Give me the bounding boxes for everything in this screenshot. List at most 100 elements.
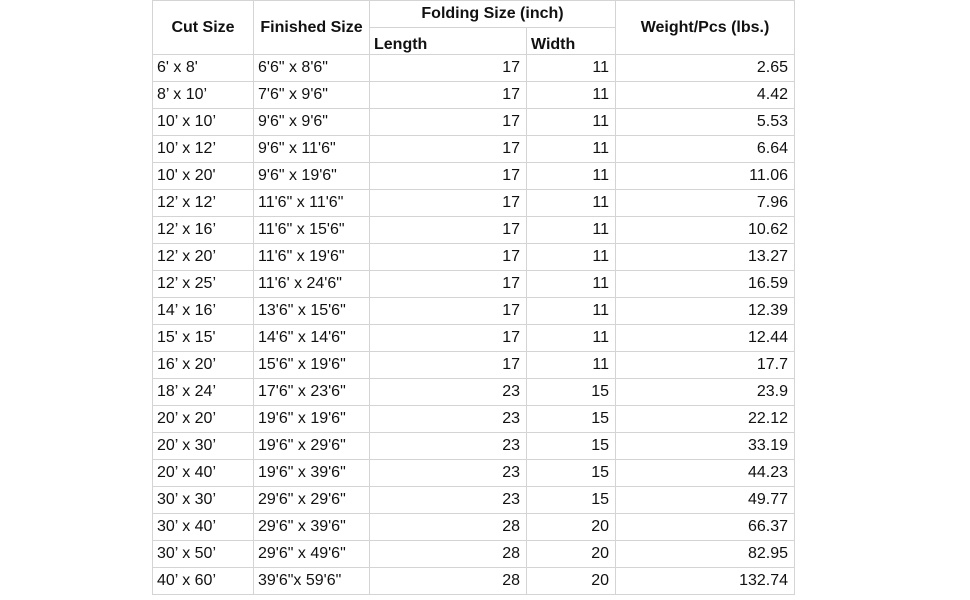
weight-cell: 12.44 [615, 324, 795, 352]
finished-size-cell: 11'6" x 11'6" [253, 189, 370, 217]
weight-cell: 7.96 [615, 189, 795, 217]
weight-cell: 12.39 [615, 297, 795, 325]
cut-size-cell: 6' x 8' [152, 54, 254, 82]
cut-size-cell: 12’ x 16’ [152, 216, 254, 244]
cut-size-cell: 12’ x 25’ [152, 270, 254, 298]
finished-size-cell: 9'6" x 11'6" [253, 135, 370, 163]
weight-cell: 44.23 [615, 459, 795, 487]
header-finished-size: Finished Size [253, 0, 370, 55]
width-cell: 15 [526, 432, 616, 460]
finished-size-cell: 39'6"x 59'6" [253, 567, 370, 595]
table-row: 16’ x 20’ 15'6" x 19'6" 17 11 17.7 [152, 351, 795, 379]
weight-cell: 6.64 [615, 135, 795, 163]
width-cell: 11 [526, 351, 616, 379]
table-row: 10' x 20' 9'6" x 19'6" 17 11 11.06 [152, 162, 795, 190]
finished-size-cell: 15'6" x 19'6" [253, 351, 370, 379]
weight-cell: 10.62 [615, 216, 795, 244]
table-row: 6' x 8' 6'6" x 8'6" 17 11 2.65 [152, 54, 795, 82]
header-weight: Weight/Pcs (lbs.) [615, 0, 795, 55]
weight-cell: 23.9 [615, 378, 795, 406]
length-cell: 23 [369, 405, 527, 433]
length-cell: 17 [369, 216, 527, 244]
cut-size-cell: 18’ x 24’ [152, 378, 254, 406]
width-cell: 11 [526, 54, 616, 82]
cut-size-cell: 30’ x 50’ [152, 540, 254, 568]
length-cell: 17 [369, 270, 527, 298]
length-cell: 17 [369, 54, 527, 82]
weight-cell: 49.77 [615, 486, 795, 514]
length-cell: 23 [369, 459, 527, 487]
finished-size-cell: 6'6" x 8'6" [253, 54, 370, 82]
finished-size-cell: 29'6" x 39'6" [253, 513, 370, 541]
table-row: 30’ x 30’ 29'6" x 29'6" 23 15 49.77 [152, 486, 795, 514]
cut-size-cell: 14’ x 16’ [152, 297, 254, 325]
weight-cell: 2.65 [615, 54, 795, 82]
table-row: 12’ x 16’ 11'6" x 15'6" 17 11 10.62 [152, 216, 795, 244]
width-cell: 15 [526, 486, 616, 514]
header-folding-size: Folding Size (inch) [369, 0, 616, 28]
finished-size-cell: 17'6" x 23'6" [253, 378, 370, 406]
finished-size-cell: 29'6" x 29'6" [253, 486, 370, 514]
cut-size-cell: 12’ x 20’ [152, 243, 254, 271]
cut-size-cell: 10' x 20' [152, 162, 254, 190]
header-width: Width [526, 27, 616, 55]
width-cell: 11 [526, 135, 616, 163]
width-cell: 15 [526, 405, 616, 433]
header-row: Cut Size Finished Size Folding Size (inc… [152, 0, 795, 55]
table-row: 10’ x 10’ 9'6" x 9'6" 17 11 5.53 [152, 108, 795, 136]
length-cell: 17 [369, 324, 527, 352]
table-row: 40’ x 60’ 39'6"x 59'6" 28 20 132.74 [152, 567, 795, 595]
width-cell: 20 [526, 540, 616, 568]
width-cell: 11 [526, 108, 616, 136]
length-cell: 28 [369, 567, 527, 595]
table-row: 10’ x 12’ 9'6" x 11'6" 17 11 6.64 [152, 135, 795, 163]
weight-cell: 16.59 [615, 270, 795, 298]
weight-cell: 11.06 [615, 162, 795, 190]
cut-size-cell: 30’ x 40’ [152, 513, 254, 541]
width-cell: 20 [526, 567, 616, 595]
weight-cell: 82.95 [615, 540, 795, 568]
length-cell: 23 [369, 486, 527, 514]
table-row: 12’ x 12’ 11'6" x 11'6" 17 11 7.96 [152, 189, 795, 217]
finished-size-cell: 19'6" x 19'6" [253, 405, 370, 433]
finished-size-cell: 11'6' x 24'6" [253, 270, 370, 298]
cut-size-cell: 20’ x 40’ [152, 459, 254, 487]
cut-size-cell: 16’ x 20’ [152, 351, 254, 379]
weight-cell: 17.7 [615, 351, 795, 379]
width-cell: 11 [526, 297, 616, 325]
weight-cell: 22.12 [615, 405, 795, 433]
width-cell: 11 [526, 270, 616, 298]
length-cell: 28 [369, 513, 527, 541]
cut-size-cell: 15' x 15' [152, 324, 254, 352]
size-table: Cut Size Finished Size Folding Size (inc… [152, 0, 795, 595]
table-row: 18’ x 24’ 17'6" x 23'6" 23 15 23.9 [152, 378, 795, 406]
header-cut-size: Cut Size [152, 0, 254, 55]
finished-size-cell: 11'6" x 15'6" [253, 216, 370, 244]
cut-size-cell: 40’ x 60’ [152, 567, 254, 595]
finished-size-cell: 7'6" x 9'6" [253, 81, 370, 109]
weight-cell: 13.27 [615, 243, 795, 271]
finished-size-cell: 11'6" x 19'6" [253, 243, 370, 271]
width-cell: 11 [526, 81, 616, 109]
width-cell: 20 [526, 513, 616, 541]
finished-size-cell: 9'6" x 9'6" [253, 108, 370, 136]
width-cell: 11 [526, 162, 616, 190]
cut-size-cell: 10’ x 10’ [152, 108, 254, 136]
table-row: 12’ x 25’ 11'6' x 24'6" 17 11 16.59 [152, 270, 795, 298]
width-cell: 15 [526, 378, 616, 406]
finished-size-cell: 13'6" x 15'6" [253, 297, 370, 325]
cut-size-cell: 12’ x 12’ [152, 189, 254, 217]
length-cell: 23 [369, 432, 527, 460]
length-cell: 23 [369, 378, 527, 406]
cut-size-cell: 20’ x 20’ [152, 405, 254, 433]
weight-cell: 33.19 [615, 432, 795, 460]
finished-size-cell: 29'6" x 49'6" [253, 540, 370, 568]
weight-cell: 132.74 [615, 567, 795, 595]
finished-size-cell: 14'6" x 14'6" [253, 324, 370, 352]
weight-cell: 5.53 [615, 108, 795, 136]
finished-size-cell: 9'6" x 19'6" [253, 162, 370, 190]
header-length: Length [369, 27, 527, 55]
length-cell: 17 [369, 135, 527, 163]
finished-size-cell: 19'6" x 39'6" [253, 459, 370, 487]
width-cell: 11 [526, 216, 616, 244]
